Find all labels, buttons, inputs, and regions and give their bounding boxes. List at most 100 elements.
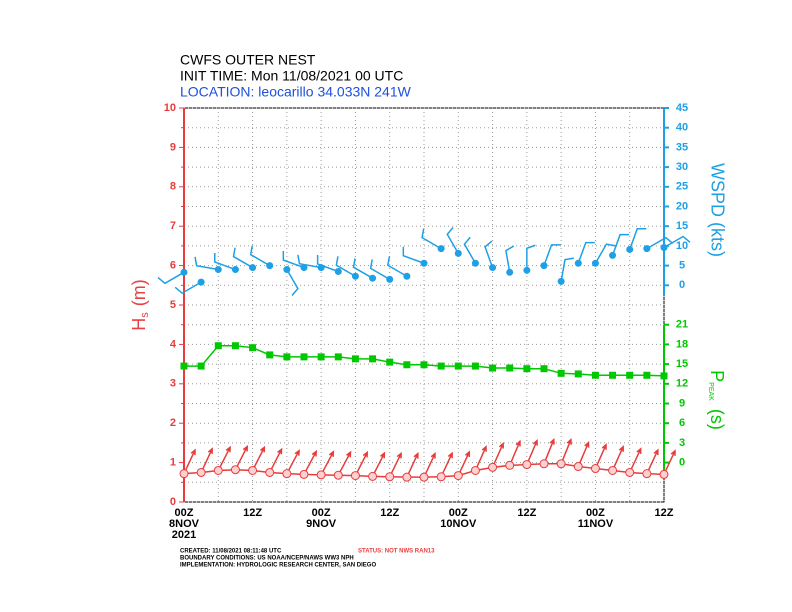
marker (625, 467, 635, 477)
wind-barb (463, 236, 477, 264)
wind-barb (421, 228, 442, 250)
marker (317, 353, 325, 361)
marker (609, 251, 617, 259)
marker (489, 264, 497, 272)
chart-title: CWFS OUTER NEST (180, 52, 316, 68)
marker (197, 278, 205, 286)
wind-barb (174, 281, 202, 295)
marker (316, 470, 326, 480)
marker (523, 365, 531, 373)
y-tick-label: 10 (164, 102, 176, 114)
y3-tick-label: 21 (676, 319, 688, 331)
wind-barb (646, 236, 674, 250)
marker (180, 362, 188, 370)
wind-barb (214, 253, 236, 271)
marker (626, 371, 634, 379)
marker (591, 371, 599, 379)
marker (334, 353, 342, 361)
marker (385, 472, 395, 482)
y2-tick-label: 40 (676, 122, 688, 134)
y-tick-label: 2 (170, 417, 176, 429)
x-year-label: 2021 (172, 529, 196, 541)
x-tick-label: 00Z (586, 507, 605, 519)
marker (386, 358, 394, 366)
marker (300, 264, 308, 272)
wind-barb (663, 235, 691, 249)
marker (660, 372, 668, 380)
y-axis-label: Hs (m) (129, 279, 151, 330)
y-label-symbol: H (129, 318, 149, 331)
y-tick-label: 8 (170, 181, 176, 193)
marker (454, 362, 462, 370)
marker (214, 342, 222, 350)
x-date-label: 11NOV (578, 518, 614, 530)
y2-tick-label: 5 (679, 260, 685, 272)
y2-tick-label: 35 (676, 141, 688, 153)
marker (196, 467, 206, 477)
y2-tick-label: 30 (676, 161, 688, 173)
y3-tick-label: 6 (679, 417, 685, 429)
marker (351, 355, 359, 363)
wind-barb (286, 269, 299, 296)
marker (299, 469, 309, 479)
marker (420, 361, 428, 369)
marker (608, 465, 618, 475)
marker (420, 259, 428, 267)
marker (471, 259, 479, 267)
y3-axis-label: PPEAK (s) (707, 370, 727, 430)
marker (574, 370, 582, 378)
y3-label-symbol: P (707, 370, 727, 382)
x-tick-label: 12Z (380, 507, 399, 519)
marker (402, 472, 412, 482)
y3-tick-label: 9 (679, 397, 685, 409)
marker (659, 469, 669, 479)
marker (403, 272, 411, 280)
marker (557, 277, 565, 285)
marker (419, 472, 429, 482)
y2-tick-label: 0 (679, 279, 685, 291)
marker (300, 353, 308, 361)
y2-tick-label: 20 (676, 200, 688, 212)
x-date-label: 10NOV (440, 518, 477, 530)
marker (437, 245, 445, 253)
marker (489, 364, 497, 372)
marker (573, 462, 583, 472)
marker (540, 365, 548, 373)
y-tick-label: 9 (170, 141, 176, 153)
marker (453, 471, 463, 481)
marker (266, 262, 274, 270)
marker (283, 266, 291, 274)
y2-tick-label: 25 (676, 181, 688, 193)
y3-tick-label: 18 (676, 338, 688, 350)
marker (471, 362, 479, 370)
wind-barb (577, 241, 595, 264)
marker (591, 259, 599, 267)
marker (283, 353, 291, 361)
marker (609, 371, 617, 379)
marker (660, 243, 668, 251)
marker (369, 355, 377, 363)
wind-barb (249, 245, 271, 267)
wind-barb (297, 254, 322, 269)
x-tick-label: 00Z (449, 507, 468, 519)
marker (197, 362, 205, 370)
marker (369, 274, 377, 282)
y-tick-label: 5 (170, 299, 176, 311)
marker (249, 344, 257, 352)
wind-barb (505, 245, 515, 273)
footer-status: STATUS: NOT NWS RAN13 (358, 549, 435, 555)
marker (180, 268, 188, 276)
marker (248, 465, 258, 475)
marker (351, 272, 359, 280)
marker (230, 465, 240, 475)
wind-barb (446, 226, 459, 254)
marker (556, 459, 566, 469)
marker (214, 266, 222, 274)
wind-barb (402, 246, 425, 264)
marker (574, 259, 582, 267)
marker (437, 362, 445, 370)
y3-tick-label: 12 (676, 378, 688, 390)
y3-label-subscript: PEAK (707, 382, 714, 401)
wind-barb (543, 244, 561, 266)
marker (626, 245, 634, 253)
